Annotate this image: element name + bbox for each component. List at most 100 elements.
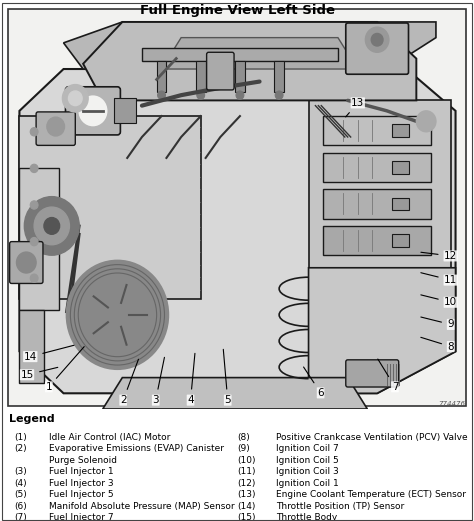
Circle shape (68, 91, 82, 106)
Bar (392, 197, 410, 210)
Circle shape (30, 201, 38, 209)
FancyBboxPatch shape (36, 112, 75, 145)
Circle shape (236, 91, 244, 100)
Polygon shape (162, 38, 357, 69)
Circle shape (34, 207, 69, 245)
Circle shape (44, 218, 60, 234)
Text: 11: 11 (421, 272, 457, 285)
Bar (196, 60, 206, 92)
Polygon shape (19, 69, 456, 393)
Text: 1: 1 (46, 346, 84, 392)
Text: 3: 3 (153, 357, 164, 405)
Text: (3): (3) (14, 467, 27, 476)
Text: Throttle Position (TP) Sensor: Throttle Position (TP) Sensor (276, 502, 405, 511)
Text: Ignition Coil 7: Ignition Coil 7 (276, 444, 339, 453)
Circle shape (158, 91, 165, 100)
Text: Fuel Injector 1: Fuel Injector 1 (49, 467, 113, 476)
Polygon shape (19, 168, 59, 309)
Text: Evaporative Emissions (EVAP) Canister: Evaporative Emissions (EVAP) Canister (49, 444, 224, 453)
Text: Fuel Injector 5: Fuel Injector 5 (49, 490, 113, 499)
Bar (156, 60, 166, 92)
Text: Manifold Absolute Pressure (MAP) Sensor: Manifold Absolute Pressure (MAP) Sensor (49, 502, 235, 511)
Bar (323, 226, 431, 255)
Text: (2): (2) (14, 444, 27, 453)
Bar (323, 153, 431, 182)
Text: 14: 14 (24, 345, 74, 362)
Text: Full Engine View Left Side: Full Engine View Left Side (139, 4, 335, 17)
FancyBboxPatch shape (207, 52, 234, 90)
Text: Ignition Coil 5: Ignition Coil 5 (276, 455, 339, 465)
Circle shape (88, 283, 147, 346)
Text: Positive Crankcase Ventilation (PCV) Valve: Positive Crankcase Ventilation (PCV) Val… (276, 432, 468, 442)
Text: Fuel Injector 3: Fuel Injector 3 (49, 479, 113, 488)
Bar (392, 234, 410, 247)
Text: Throttle Body: Throttle Body (276, 513, 338, 521)
Circle shape (75, 270, 160, 360)
Circle shape (63, 85, 88, 112)
Circle shape (365, 27, 389, 52)
FancyBboxPatch shape (346, 23, 409, 75)
Bar (115, 98, 136, 123)
Bar (274, 60, 284, 92)
Circle shape (30, 238, 38, 246)
Circle shape (47, 117, 64, 136)
Polygon shape (309, 268, 456, 393)
Bar (142, 48, 338, 60)
Text: (13): (13) (237, 490, 255, 499)
Text: 7: 7 (378, 359, 398, 392)
Circle shape (30, 274, 38, 282)
Circle shape (106, 302, 129, 327)
Polygon shape (103, 378, 367, 409)
Text: 4: 4 (187, 353, 195, 405)
Circle shape (17, 252, 36, 273)
Bar (392, 125, 410, 137)
Text: (8): (8) (237, 432, 250, 442)
Text: 774476: 774476 (438, 401, 465, 407)
Text: 5: 5 (223, 349, 231, 405)
FancyBboxPatch shape (9, 242, 43, 283)
Circle shape (24, 196, 79, 255)
Polygon shape (64, 22, 436, 69)
Text: 8: 8 (421, 337, 454, 352)
Text: (10): (10) (237, 455, 255, 465)
Text: Engine Coolant Temperature (ECT) Sensor: Engine Coolant Temperature (ECT) Sensor (276, 490, 466, 499)
Text: Ignition Coil 3: Ignition Coil 3 (276, 467, 339, 476)
Text: (11): (11) (237, 467, 255, 476)
Bar (19, 309, 44, 383)
Polygon shape (309, 101, 451, 320)
Text: (4): (4) (14, 479, 27, 488)
Circle shape (371, 33, 383, 46)
Bar (392, 161, 410, 173)
Text: (7): (7) (14, 513, 27, 521)
Text: Ignition Coil 1: Ignition Coil 1 (276, 479, 339, 488)
Circle shape (275, 91, 283, 100)
FancyBboxPatch shape (65, 87, 120, 135)
Text: Legend: Legend (9, 414, 55, 424)
Text: 15: 15 (20, 367, 58, 380)
Bar (235, 60, 245, 92)
Circle shape (30, 164, 38, 172)
Circle shape (66, 260, 168, 369)
Text: 6: 6 (303, 367, 324, 398)
Circle shape (197, 91, 205, 100)
Circle shape (416, 111, 436, 132)
FancyBboxPatch shape (346, 360, 399, 387)
Text: (14): (14) (237, 502, 255, 511)
Text: Idle Air Control (IAC) Motor: Idle Air Control (IAC) Motor (49, 432, 170, 442)
Text: (6): (6) (14, 502, 27, 511)
Text: (15): (15) (237, 513, 255, 521)
Text: 2: 2 (120, 359, 138, 405)
Bar (323, 189, 431, 219)
Circle shape (30, 128, 38, 136)
Text: 12: 12 (421, 251, 457, 261)
Polygon shape (83, 22, 416, 101)
Text: (12): (12) (237, 479, 255, 488)
Text: (1): (1) (14, 432, 27, 442)
Polygon shape (19, 116, 201, 299)
Text: 10: 10 (421, 295, 457, 307)
Text: 13: 13 (346, 98, 365, 117)
Text: (9): (9) (237, 444, 250, 453)
Text: Fuel Injector 7: Fuel Injector 7 (49, 513, 113, 521)
Text: 9: 9 (421, 317, 454, 329)
Text: Purge Solenoid: Purge Solenoid (49, 455, 117, 465)
